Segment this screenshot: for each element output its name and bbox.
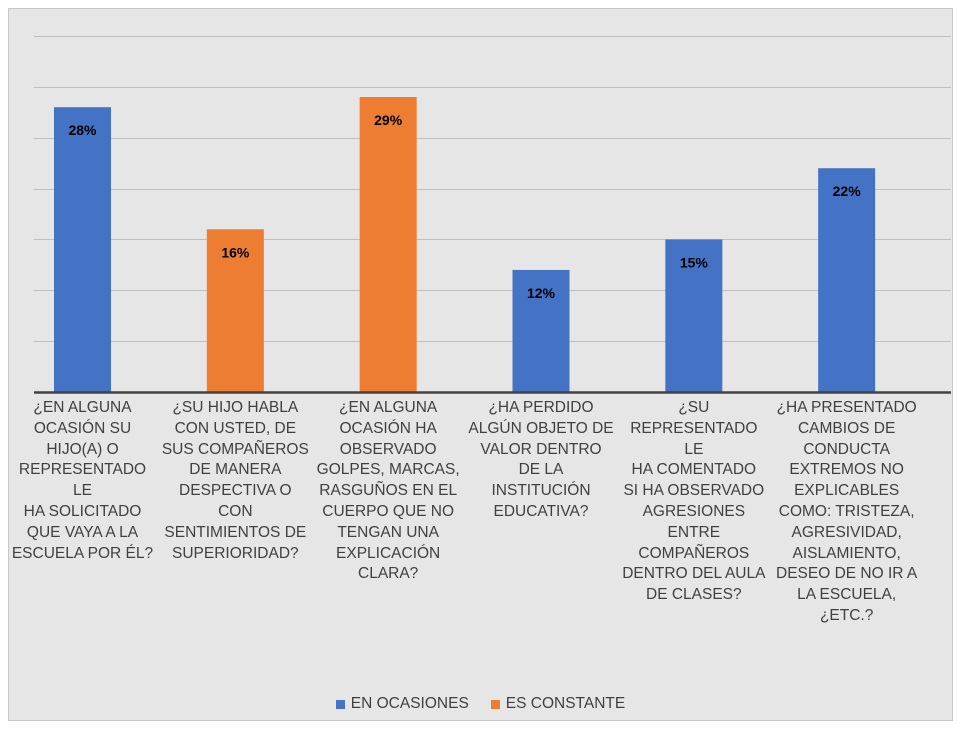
category-label-line: ALGÚN OBJETO DE	[468, 419, 614, 437]
category-label: ¿EN ALGUNA OCASIÓN SU HIJO(A) O REPRESENTAD…	[8, 398, 158, 564]
category-label-line: TENGAN UNA	[337, 523, 439, 541]
category-label-line: LA ESCUELA,	[797, 586, 897, 604]
category-label-line: QUE VAYA A LA	[26, 523, 139, 541]
bar-3	[359, 97, 417, 393]
category-label-line: ¿HA PERDIDO	[488, 399, 594, 416]
category-label-line: RASGUÑOS EN EL	[319, 482, 458, 500]
category-label-line: EXPLICABLES	[794, 482, 900, 500]
category-label-line: ¿SU	[678, 399, 710, 416]
bar-1	[54, 107, 111, 392]
category-label-line: OCASIÓN SU	[33, 419, 132, 437]
category-label-line: CON USTED, DE	[174, 419, 297, 437]
category-label-line: REPRESENTADO LE	[630, 419, 758, 458]
bar-6	[818, 168, 876, 392]
category-label-line: ESCUELA POR ÉL?	[11, 544, 154, 562]
bar-2	[206, 229, 264, 392]
category-label-line: DENTRO DEL AULA	[622, 565, 766, 583]
bar-4	[512, 269, 570, 392]
category-label-line: ¿EN ALGUNA	[33, 399, 132, 416]
category-label-line: HA COMENTADO	[631, 461, 757, 479]
category-label: ¿SU HIJO HABLA CON USTED, DE SUS COMPAÑERO…	[160, 398, 310, 564]
legend-label: EN OCASIONES	[350, 695, 469, 712]
chart-area	[8, 8, 953, 721]
category-label-line: REPRESENTADO LE	[18, 461, 147, 500]
category-label-line: OBSERVADO	[339, 440, 437, 458]
category-label-line: CON	[218, 502, 253, 520]
data-label: 28%	[68, 122, 97, 138]
legend-swatch	[490, 699, 500, 709]
legend: EN OCASIONES ES CONSTANTE	[0, 692, 961, 716]
category-label: ¿SU REPRESENTADO LE HA COMENTADO SI HA OBSE…	[619, 398, 769, 606]
category-label-line: VALOR DENTRO	[480, 440, 602, 458]
bar-5	[665, 239, 723, 392]
category-label-line: ¿HA PRESENTADO	[776, 399, 917, 416]
category-label-line: CUERPO QUE NO	[322, 502, 455, 520]
category-label-line: DESPECTIVA O	[179, 482, 292, 500]
category-label-line: ¿ETC.?	[819, 606, 874, 624]
data-label: 29%	[374, 112, 403, 128]
category-label-line: OCASIÓN HA	[339, 419, 437, 437]
category-label-line: EXPLICACIÓN	[336, 544, 441, 562]
legend-item: ES CONSTANTE	[490, 695, 626, 713]
category-label-line: ¿SU HIJO HABLA	[172, 399, 299, 416]
data-label: 12%	[527, 285, 556, 301]
legend-swatch	[335, 699, 345, 709]
category-label-line: INSTITUCIÓN	[491, 482, 591, 500]
category-label-line: DE MANERA	[189, 461, 282, 479]
category-label-line: ENTRE	[667, 523, 721, 541]
data-label: 15%	[680, 254, 709, 270]
category-label-line: AGRESIONES	[642, 502, 746, 520]
category-label: ¿HA PERDIDO ALGÚN OBJETO DE VALOR DENTRO DE…	[466, 398, 616, 523]
category-label-line: DE CLASES?	[646, 586, 742, 604]
legend-item: EN OCASIONES	[335, 695, 469, 713]
category-label-line: EDUCATIVA?	[493, 502, 589, 520]
category-label-line: HIJO(A) O	[46, 440, 119, 458]
category-label-line: HA SOLICITADO	[23, 502, 142, 520]
category-label-line: SENTIMIENTOS DE	[164, 523, 307, 541]
legend-label: ES CONSTANTE	[505, 695, 626, 712]
category-label-line: CAMBIOS DE	[797, 419, 896, 437]
data-label: 22%	[833, 183, 862, 199]
category-label-line: DE LA	[518, 461, 564, 479]
category-label-line: COMO: TRISTEZA,	[778, 502, 915, 520]
category-label-line: DESEO DE NO IR A	[776, 565, 918, 583]
category-label-line: GOLPES, MARCAS,	[316, 461, 460, 479]
category-label-line: SUS COMPAÑEROS	[161, 440, 309, 458]
category-label-line: COMPAÑEROS	[638, 544, 750, 562]
category-label-line: EXTREMOS NO	[789, 461, 904, 479]
category-label-line: SI HA OBSERVADO	[623, 482, 765, 500]
category-label-line: CONDUCTA	[803, 440, 890, 458]
category-label-line: CLARA?	[358, 565, 419, 583]
category-label-line: SUPERIORIDAD?	[172, 544, 299, 562]
data-label: 16%	[221, 244, 250, 260]
category-label: ¿EN ALGUNA OCASIÓN HA OBSERVADO GOLPES, MAR…	[313, 398, 463, 585]
category-label-line: AISLAMIENTO,	[792, 544, 901, 562]
category-label-line: AGRESIVIDAD,	[791, 523, 902, 541]
category-label: ¿HA PRESENTADO CAMBIOS DE CONDUCTA EXTREMOS…	[772, 398, 922, 627]
category-label-line: ¿EN ALGUNA	[339, 399, 438, 416]
